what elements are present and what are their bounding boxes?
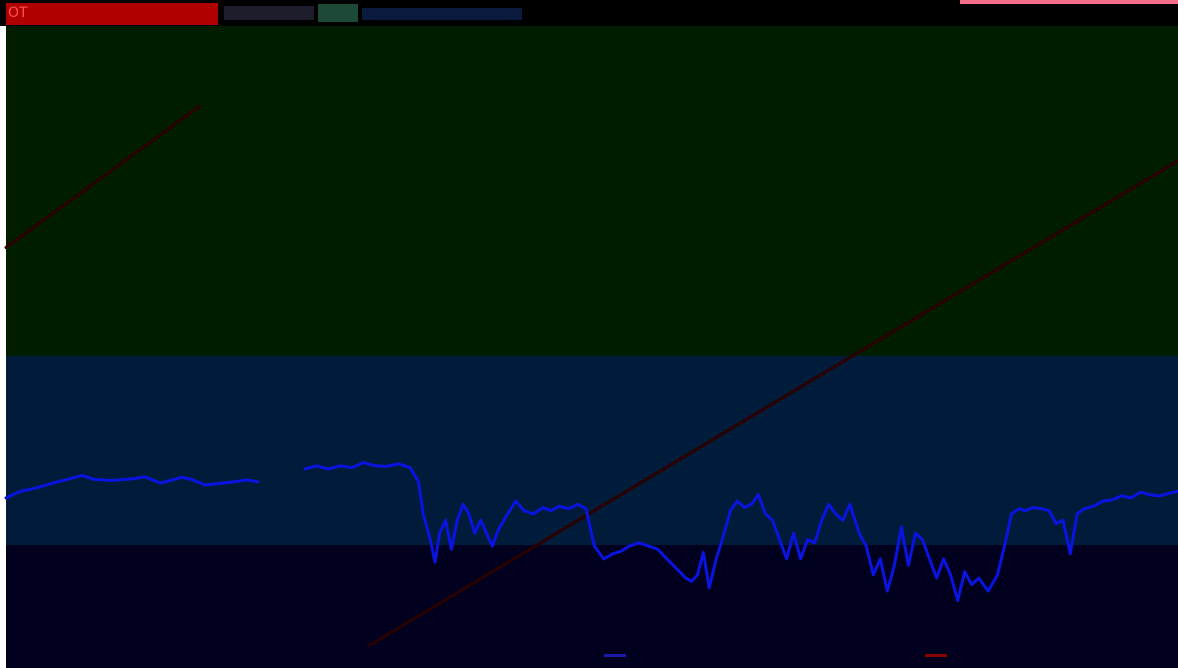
header-strip: OT (0, 0, 1178, 26)
series-line-1-segment-2 (303, 461, 1178, 603)
lower-panel (6, 545, 1178, 668)
upper-panel (6, 26, 1178, 379)
legend-marker-1 (604, 654, 626, 657)
series-lines (4, 461, 1178, 603)
trend-line-2 (367, 159, 1178, 647)
legend (604, 654, 947, 657)
header-label: OT (8, 5, 28, 21)
header-block (362, 8, 522, 20)
header-block (224, 6, 314, 20)
header-block (318, 4, 358, 22)
header-accent-red (6, 3, 218, 25)
trend-line-1 (4, 104, 201, 249)
trend-lines (4, 104, 1178, 647)
series-line-1-segment-1 (4, 473, 260, 500)
legend-marker-2 (925, 654, 947, 657)
header-accent-pink (960, 0, 1178, 4)
middle-panel (6, 356, 1178, 545)
